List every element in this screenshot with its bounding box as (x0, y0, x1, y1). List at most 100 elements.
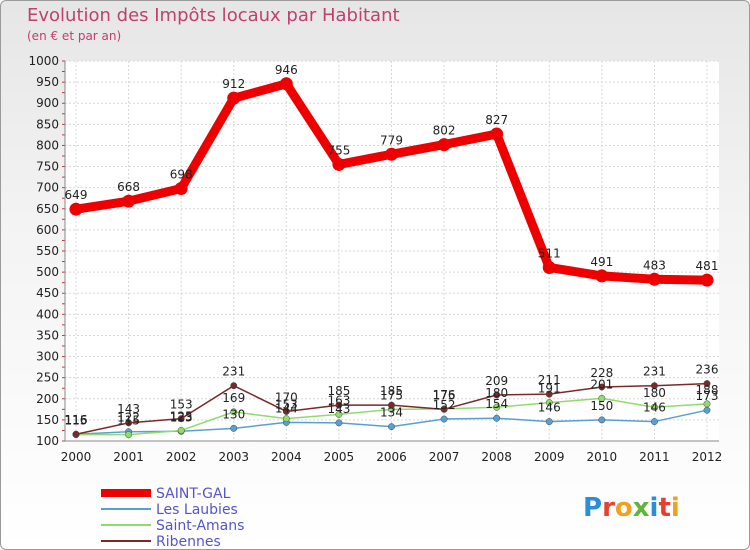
data-label: 188 (696, 383, 719, 397)
data-point (598, 416, 606, 424)
data-label: 802 (433, 124, 456, 138)
data-point (230, 382, 238, 390)
y-tick-label: 500 (36, 265, 59, 279)
data-point (700, 273, 714, 287)
x-tick-label: 2005 (324, 450, 355, 464)
data-point (703, 400, 711, 408)
y-tick-label: 150 (36, 413, 59, 427)
data-label: 134 (380, 406, 403, 420)
data-point (282, 415, 290, 423)
y-tick-label: 650 (36, 202, 59, 216)
y-tick-label: 700 (36, 181, 59, 195)
x-tick-label: 2009 (534, 450, 565, 464)
data-label: 185 (327, 384, 350, 398)
data-label: 236 (696, 363, 719, 377)
data-label: 511 (538, 246, 561, 260)
data-label: 185 (380, 384, 403, 398)
y-tick-label: 300 (36, 350, 59, 364)
data-point (440, 405, 448, 413)
data-label: 154 (485, 397, 508, 411)
data-label: 175 (433, 388, 456, 402)
data-point (227, 91, 241, 105)
data-point (69, 202, 83, 216)
x-tick-label: 2007 (429, 450, 460, 464)
data-point (545, 399, 553, 407)
data-point (230, 424, 238, 432)
data-label: 146 (643, 401, 666, 415)
data-label: 228 (590, 366, 613, 380)
x-tick-label: 2010 (587, 450, 618, 464)
x-tick-label: 2008 (481, 450, 512, 464)
data-point (650, 382, 658, 390)
y-tick-label: 400 (36, 307, 59, 321)
data-point (335, 410, 343, 418)
data-label: 201 (590, 377, 613, 391)
x-tick-label: 2011 (639, 450, 670, 464)
data-label: 170 (275, 390, 298, 404)
data-point (125, 419, 133, 427)
data-label: 123 (170, 410, 193, 424)
data-point (122, 194, 136, 208)
data-label: 125 (170, 409, 193, 423)
legend-label: Ribennes (156, 534, 221, 550)
data-point (335, 401, 343, 409)
x-tick-label: 2002 (166, 450, 197, 464)
x-tick-label: 2001 (113, 450, 144, 464)
y-tick-label: 350 (36, 328, 59, 342)
data-point (703, 406, 711, 414)
data-label: 176 (433, 388, 456, 402)
x-tick-label: 2003 (218, 450, 249, 464)
data-point (703, 380, 711, 388)
data-point (493, 391, 501, 399)
y-tick-label: 450 (36, 286, 59, 300)
data-point (279, 77, 293, 91)
data-label: 173 (696, 389, 719, 403)
data-point (332, 157, 346, 171)
data-label: 649 (65, 188, 88, 202)
y-tick-label: 900 (36, 96, 59, 110)
data-label: 130 (222, 407, 245, 421)
data-point (335, 419, 343, 427)
data-label: 122 (117, 411, 140, 425)
y-tick-label: 600 (36, 223, 59, 237)
data-label: 153 (170, 398, 193, 412)
data-point (598, 394, 606, 402)
data-point (440, 415, 448, 423)
y-tick-label: 800 (36, 138, 59, 152)
data-point (282, 407, 290, 415)
data-label: 209 (485, 374, 508, 388)
data-label: 146 (538, 401, 561, 415)
y-tick-label: 550 (36, 244, 59, 258)
data-label: 668 (117, 180, 140, 194)
data-label: 115 (65, 414, 88, 428)
data-label: 483 (643, 258, 666, 272)
data-point (177, 415, 185, 423)
data-point (174, 182, 188, 196)
data-point (493, 414, 501, 422)
data-label: 180 (643, 386, 666, 400)
data-label: 115 (117, 414, 140, 428)
y-tick-label: 100 (36, 434, 59, 448)
data-point (385, 147, 398, 161)
legend-label: Les Laubies (156, 502, 238, 518)
data-label: 491 (590, 255, 613, 269)
data-point (177, 426, 185, 434)
data-label: 144 (275, 401, 298, 415)
data-point (650, 403, 658, 411)
data-point (650, 418, 658, 426)
chart-title: Evolution des Impôts locaux par Habitant (27, 5, 400, 26)
data-label: 231 (643, 365, 666, 379)
x-tick-label: 2004 (271, 450, 302, 464)
data-label: 912 (222, 77, 245, 91)
legend-label: SAINT-GAL (156, 486, 231, 502)
data-point (72, 430, 80, 438)
data-label: 143 (327, 402, 350, 416)
y-tick-label: 1000 (28, 54, 59, 68)
y-tick-label: 950 (36, 75, 59, 89)
data-point (125, 431, 133, 439)
data-label: 116 (65, 413, 88, 427)
data-point (490, 127, 504, 141)
proxiti-logo: Proxiti (583, 493, 680, 523)
data-point (595, 269, 609, 283)
